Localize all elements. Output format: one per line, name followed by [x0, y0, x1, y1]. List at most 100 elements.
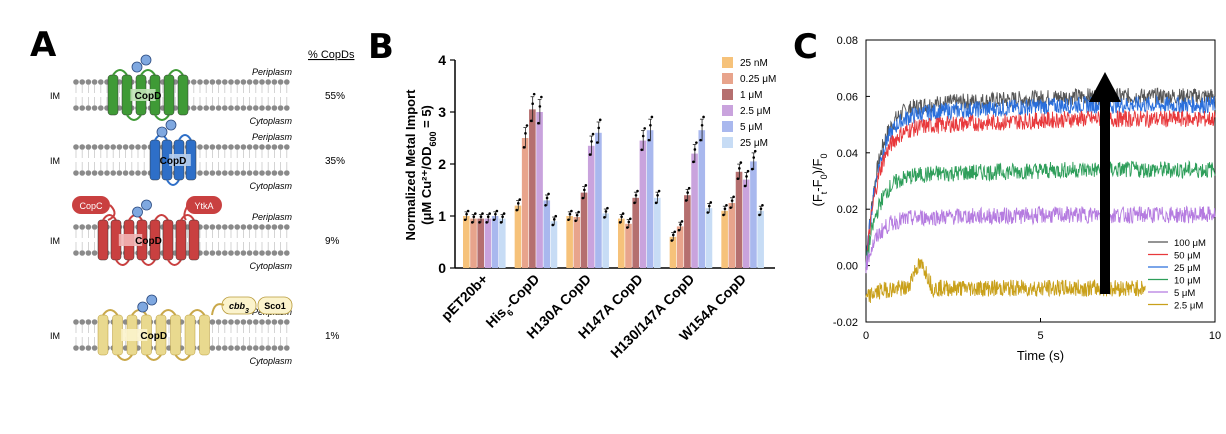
lipid-head [79, 105, 85, 111]
cytoplasm-label: Cytoplasm [249, 181, 292, 191]
y-label-part: t [819, 191, 829, 194]
lipid-head [85, 170, 92, 176]
lipid-head [73, 224, 79, 230]
legend-label: 50 μM [1174, 251, 1201, 262]
helix [163, 74, 175, 116]
lipid-head [271, 144, 278, 150]
y-tick-label: 0.08 [837, 35, 858, 47]
lipid-head [277, 105, 284, 111]
bar [484, 218, 492, 268]
data-point [465, 212, 468, 216]
data-point [677, 228, 681, 232]
bar [477, 218, 484, 268]
lipid-head [222, 224, 228, 230]
legend-label: 0.25 μM [740, 74, 776, 85]
y-tick-label: 0.02 [837, 204, 858, 216]
loop [112, 69, 128, 76]
data-point [574, 219, 577, 223]
membrane-label: IM [50, 236, 60, 246]
lipid-head [85, 250, 92, 256]
lipid-head [215, 250, 222, 256]
lipid-head [277, 250, 284, 256]
membrane-row-2: CopD IM Periplasm Cytoplasm 35% [50, 119, 345, 191]
y-label-part: -F [810, 179, 825, 191]
percent-value: 1% [325, 331, 340, 342]
panel-a-label: A [30, 25, 57, 65]
lipid-head [222, 345, 228, 351]
y-axis-label-2: (μM Cu²⁺/OD600 = 5) [419, 105, 438, 225]
data-point [673, 230, 677, 234]
percent-value: 55% [325, 91, 345, 102]
data-point [636, 189, 639, 193]
data-point [723, 207, 727, 211]
bar [543, 200, 551, 268]
lipid-head [234, 224, 240, 230]
data-point [540, 95, 543, 99]
lipid-head [73, 144, 79, 150]
data-point [551, 223, 555, 227]
loop [166, 179, 180, 186]
core-band [130, 89, 156, 101]
lipid-head [253, 105, 259, 111]
copper-ion [165, 119, 177, 131]
loop [102, 309, 119, 316]
loop [154, 114, 170, 121]
lipid-head [228, 144, 234, 150]
y-label-end: = 5) [419, 105, 434, 131]
data-point [640, 148, 643, 152]
data-point [657, 189, 661, 193]
y-tick-label: 2 [438, 156, 446, 172]
legend-swatch [722, 73, 733, 84]
lipid-head [215, 144, 222, 150]
y-tick-label: 1 [438, 208, 446, 224]
data-point [604, 210, 608, 213]
membrane-label: IM [50, 156, 60, 166]
lipid-head [222, 144, 228, 150]
data-point [494, 212, 497, 216]
data-point [531, 102, 534, 105]
lipid-head [271, 250, 278, 256]
lipid-head [209, 170, 216, 176]
data-point [567, 218, 570, 222]
data-point [745, 175, 748, 178]
data-point [590, 140, 593, 143]
lipid-head [98, 105, 104, 111]
partner-ytka [186, 196, 222, 214]
lipid-head [271, 224, 278, 230]
bar [684, 195, 691, 268]
bar [618, 218, 625, 268]
partner-copc [72, 196, 110, 214]
y-tick-label: 4 [438, 52, 446, 68]
data-point [627, 220, 631, 224]
lipid-head [284, 105, 290, 111]
lipid-head [228, 250, 234, 256]
data-point [488, 212, 492, 215]
lipid-head [203, 170, 209, 176]
lipid-head [122, 170, 129, 176]
series-line [865, 160, 1216, 267]
lipid-head [79, 345, 85, 351]
data-point [650, 115, 654, 119]
data-point [722, 213, 725, 217]
copper-ion [141, 199, 152, 211]
bar [705, 208, 713, 268]
lipid-head [79, 170, 85, 176]
lipid-head [91, 170, 98, 176]
lipid-head [234, 319, 240, 325]
data-point [492, 218, 496, 222]
lipid-head [91, 250, 98, 256]
data-point [750, 167, 754, 171]
data-point [706, 211, 710, 214]
lipid-head [79, 224, 85, 230]
data-point [729, 206, 732, 209]
lipid-head [259, 79, 265, 85]
bar [566, 216, 573, 268]
data-point [739, 161, 743, 164]
lipid-head [129, 170, 135, 176]
copper-ion [140, 54, 152, 66]
data-point [753, 149, 757, 153]
data-point [692, 160, 695, 164]
x-tick-label: 5 [1037, 330, 1043, 342]
lipid-head [284, 224, 290, 230]
protein-label: CopD [160, 156, 187, 167]
